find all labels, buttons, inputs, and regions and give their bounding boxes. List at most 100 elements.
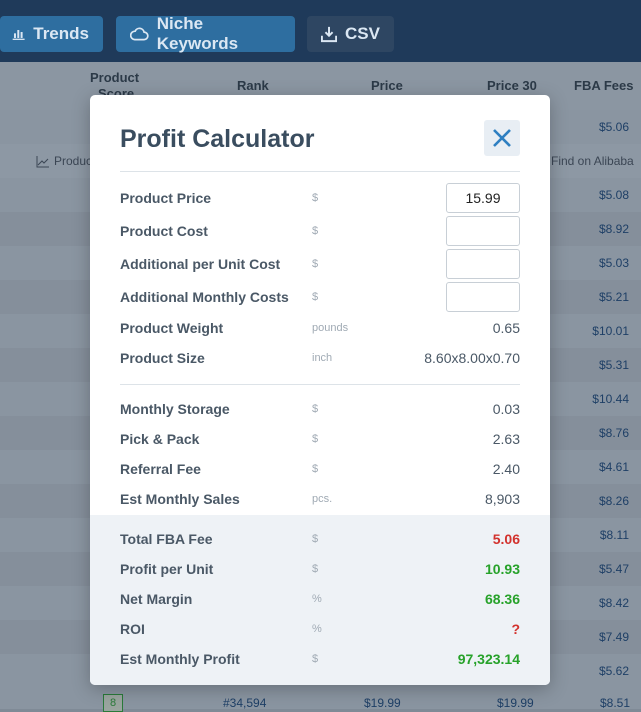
fba-fee-cell: $8.26 bbox=[598, 494, 629, 508]
unit-label: $ bbox=[312, 433, 319, 445]
est-monthly-profit-value: 97,323.14 bbox=[457, 651, 520, 667]
product-size-row: Product Size inch 8.60x8.00x0.70 bbox=[120, 343, 520, 373]
product-cost-row: Product Cost $ bbox=[120, 216, 520, 246]
unit-label: $ bbox=[312, 653, 319, 665]
net-margin-row: Net Margin % 68.36 bbox=[120, 584, 520, 614]
summary-section: Total FBA Fee $ 5.06 Profit per Unit $ 1… bbox=[90, 515, 550, 685]
referral-fee-row: Referral Fee $ 2.40 bbox=[120, 454, 520, 484]
unit-label: pcs. bbox=[312, 493, 333, 505]
fba-fee-cell: $10.44 bbox=[592, 392, 629, 406]
top-toolbar: Trends Niche Keywords CSV bbox=[0, 0, 641, 62]
csv-label: CSV bbox=[345, 24, 380, 43]
field-label: Product Cost bbox=[120, 223, 208, 239]
field-label: Profit per Unit bbox=[120, 561, 214, 577]
field-label: Product Price bbox=[120, 190, 212, 206]
table-row: $5.06 bbox=[0, 110, 641, 144]
field-label: Pick & Pack bbox=[120, 431, 200, 447]
find-on-alibaba-link[interactable]: Find on Alibaba bbox=[551, 154, 634, 168]
product-link[interactable]: Produc bbox=[54, 154, 93, 168]
table-row: $4.61 bbox=[0, 450, 641, 484]
table-row: $10.44 bbox=[0, 382, 641, 416]
table-row: $8.11 bbox=[0, 518, 641, 552]
product-price-input[interactable] bbox=[446, 183, 520, 213]
unit-label: % bbox=[312, 593, 322, 605]
unit-label: $ bbox=[312, 258, 319, 270]
fba-fee-cell: $5.06 bbox=[598, 120, 629, 134]
unit-label: $ bbox=[312, 533, 319, 545]
field-label: Total FBA Fee bbox=[120, 531, 213, 547]
field-label: Net Margin bbox=[120, 591, 193, 607]
product-price-row: Product Price $ bbox=[120, 183, 520, 213]
csv-button[interactable]: CSV bbox=[307, 16, 394, 52]
trends-button[interactable]: Trends bbox=[0, 16, 103, 52]
niche-keywords-button[interactable]: Niche Keywords bbox=[116, 14, 295, 53]
field-label: Est Monthly Sales bbox=[120, 491, 240, 507]
fba-fee-cell: $5.31 bbox=[598, 358, 629, 372]
header-product-score[interactable]: Product bbox=[90, 70, 140, 85]
header-price-30[interactable]: Price 30 bbox=[487, 78, 537, 93]
field-label: Monthly Storage bbox=[120, 401, 230, 417]
product-cost-input[interactable] bbox=[446, 216, 520, 246]
header-price[interactable]: Price bbox=[371, 78, 403, 93]
product-size-value: 8.60x8.00x0.70 bbox=[424, 350, 520, 366]
profit-per-unit-row: Profit per Unit $ 10.93 bbox=[120, 554, 520, 584]
unit-label: $ bbox=[312, 225, 319, 237]
roi-row: ROI % ? bbox=[120, 614, 520, 644]
niche-keywords-label: Niche Keywords bbox=[156, 14, 239, 53]
close-button[interactable] bbox=[484, 120, 520, 156]
fba-fee-cell: $5.08 bbox=[598, 188, 629, 202]
line-chart-icon bbox=[36, 156, 49, 168]
fba-fee-cell: $5.21 bbox=[598, 290, 629, 304]
fba-fee-cell: $8.92 bbox=[598, 222, 629, 236]
monthly-storage-row: Monthly Storage $ 0.03 bbox=[120, 394, 520, 424]
product-weight-value: 0.65 bbox=[492, 320, 520, 336]
fba-fee-cell: $8.76 bbox=[598, 426, 629, 440]
modal-title: Profit Calculator bbox=[120, 125, 315, 153]
unit-label: $ bbox=[312, 291, 319, 303]
est-monthly-profit-row: Est Monthly Profit $ 97,323.14 bbox=[120, 644, 520, 674]
fba-fee-cell: $5.62 bbox=[598, 664, 629, 678]
field-label: Est Monthly Profit bbox=[120, 651, 240, 667]
unit-label: $ bbox=[312, 192, 319, 204]
fba-fee-cell: $5.03 bbox=[598, 256, 629, 270]
field-label: Additional Monthly Costs bbox=[120, 289, 289, 305]
additional-monthly-costs-row: Additional Monthly Costs $ bbox=[120, 282, 520, 312]
unit-label: % bbox=[312, 623, 322, 635]
fba-fee-cell: $8.11 bbox=[599, 528, 629, 542]
price-cell: $19.99 bbox=[364, 696, 401, 710]
unit-label: pounds bbox=[312, 322, 349, 334]
bar-chart-icon bbox=[12, 30, 25, 40]
header-fba-fees[interactable]: FBA Fees bbox=[574, 78, 634, 93]
unit-label: $ bbox=[312, 463, 319, 475]
table-row: $5.62 bbox=[0, 654, 641, 688]
additional-monthly-costs-input[interactable] bbox=[446, 282, 520, 312]
monthly-storage-value: 0.03 bbox=[492, 401, 520, 417]
profit-calculator-modal: Profit Calculator Product Price $ Produc… bbox=[90, 95, 550, 685]
total-fba-fee-row: Total FBA Fee $ 5.06 bbox=[120, 524, 520, 554]
product-score-badge: 8 bbox=[103, 694, 123, 712]
table-row: $10.01 bbox=[0, 314, 641, 348]
field-label: Referral Fee bbox=[120, 461, 201, 477]
additional-unit-cost-row: Additional per Unit Cost $ bbox=[120, 249, 520, 279]
pick-pack-row: Pick & Pack $ 2.63 bbox=[120, 424, 520, 454]
table-row: $8.42 bbox=[0, 586, 641, 620]
unit-label: $ bbox=[312, 563, 319, 575]
est-monthly-sales-row: Est Monthly Sales pcs. 8,903 bbox=[120, 484, 520, 514]
table-row: 8 #34,594 $19.99 $19.99 $8.51 bbox=[0, 686, 641, 712]
field-label: Product Weight bbox=[120, 320, 224, 336]
divider bbox=[120, 384, 520, 385]
table-row: $5.03 bbox=[0, 246, 641, 280]
price-30-cell: $19.99 bbox=[497, 696, 534, 710]
cloud-icon bbox=[130, 27, 149, 41]
roi-value: ? bbox=[511, 621, 520, 637]
rank-cell: #34,594 bbox=[223, 696, 267, 710]
net-margin-value: 68.36 bbox=[484, 591, 520, 607]
field-label: ROI bbox=[120, 621, 145, 637]
header-rank[interactable]: Rank bbox=[237, 78, 269, 93]
field-label: Additional per Unit Cost bbox=[120, 256, 281, 272]
est-monthly-sales-value: 8,903 bbox=[484, 491, 520, 507]
fba-fee-cell: $7.49 bbox=[598, 630, 629, 644]
additional-unit-cost-input[interactable] bbox=[446, 249, 520, 279]
profit-per-unit-value: 10.93 bbox=[484, 561, 520, 577]
fba-fee-cell: $8.51 bbox=[600, 696, 631, 710]
